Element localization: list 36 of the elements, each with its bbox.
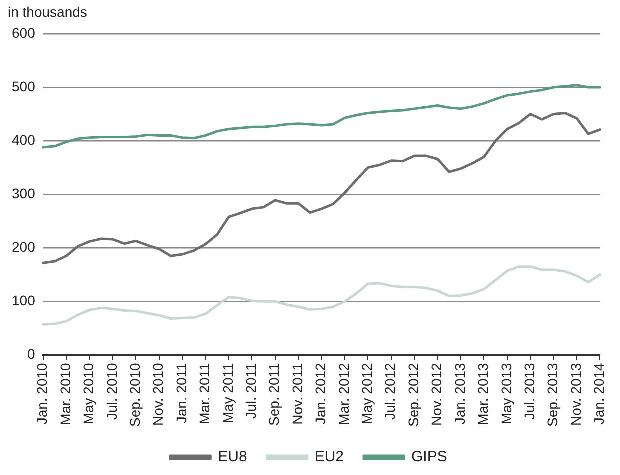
y-tick-label: 100 xyxy=(12,292,36,308)
y-tick-label: 0 xyxy=(28,346,36,362)
x-tick-label: May 2012 xyxy=(359,362,376,425)
x-tick-label: Jan. 2012 xyxy=(312,362,329,425)
x-tick-label: Jan. 2013 xyxy=(452,362,468,425)
x-tick-label: Nov. 2012 xyxy=(428,362,445,426)
x-tick-label: Jul. 2011 xyxy=(243,362,260,419)
y-tick-label: 400 xyxy=(12,132,36,148)
x-tick-label: Jan. 2011 xyxy=(173,362,190,424)
y-tick-label: 200 xyxy=(12,238,36,255)
x-tick-label: Sep. 2010 xyxy=(127,362,144,428)
x-tick-label: Jan. 2014 xyxy=(591,362,608,425)
x-tick-label: Sep. 2011 xyxy=(266,362,282,426)
x-tick-label: May 2013 xyxy=(498,362,514,425)
x-tick-label: Nov. 2011 xyxy=(289,362,306,425)
x-tick-label: Mar. 2010 xyxy=(57,362,74,426)
x-tick-label: May 2011 xyxy=(220,362,236,424)
legend-label: EU8 xyxy=(218,448,248,466)
x-tick-label: Sep. 2013 xyxy=(544,362,561,428)
x-tick-label: Jan. 2010 xyxy=(34,362,50,425)
y-tick-label: 600 xyxy=(12,24,36,41)
y-tick-label: 500 xyxy=(12,78,36,94)
x-tick-label: Mar. 2013 xyxy=(475,362,492,426)
x-tick-label: Mar. 2012 xyxy=(336,362,352,426)
legend-label: EU2 xyxy=(314,448,344,466)
x-tick-label: Jul. 2010 xyxy=(104,362,120,420)
x-tick-label: Mar. 2011 xyxy=(196,362,213,424)
x-tick-label: Jul. 2013 xyxy=(521,362,538,420)
x-tick-label: Nov. 2010 xyxy=(150,362,166,426)
y-tick-label: 300 xyxy=(12,185,36,202)
x-tick-label: May 2010 xyxy=(80,362,97,425)
x-tick-label: Nov. 2013 xyxy=(568,362,584,426)
y-axis-title: in thousands xyxy=(8,4,88,20)
x-tick-label: Sep. 2012 xyxy=(405,362,422,428)
legend-label: GIPS xyxy=(412,448,448,466)
x-tick-label: Jul. 2012 xyxy=(382,362,398,420)
